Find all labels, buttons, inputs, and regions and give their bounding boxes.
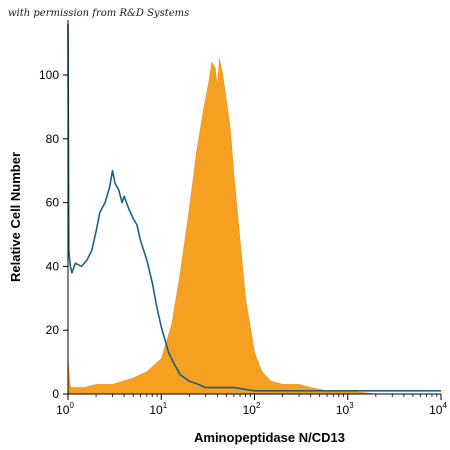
series-layer (67, 23, 441, 395)
y-axis-title: Relative Cell Number (8, 152, 23, 282)
y-tick-label: 60 (46, 196, 60, 210)
outline-histogram-series (67, 23, 441, 392)
filled-histogram-series (67, 59, 441, 395)
x-tick-label: 104 (429, 401, 447, 417)
x-tick-label: 103 (336, 401, 354, 417)
y-tick-label: 100 (39, 68, 59, 82)
y-tick-label: 20 (46, 323, 60, 337)
credit-text: with permission from R&D Systems (8, 8, 190, 19)
y-tick-label: 0 (52, 387, 59, 401)
x-tick-label: 100 (56, 401, 74, 417)
y-tick-label: 40 (46, 259, 60, 273)
axes-layer: 0 20 40 60 80 100 100 101 102 103 104 (39, 20, 447, 417)
x-tick-label: 101 (149, 401, 167, 417)
y-tick-label: 80 (46, 132, 60, 146)
x-tick-label: 102 (243, 401, 261, 417)
x-axis-title: Aminopeptidase N/CD13 (194, 430, 345, 445)
